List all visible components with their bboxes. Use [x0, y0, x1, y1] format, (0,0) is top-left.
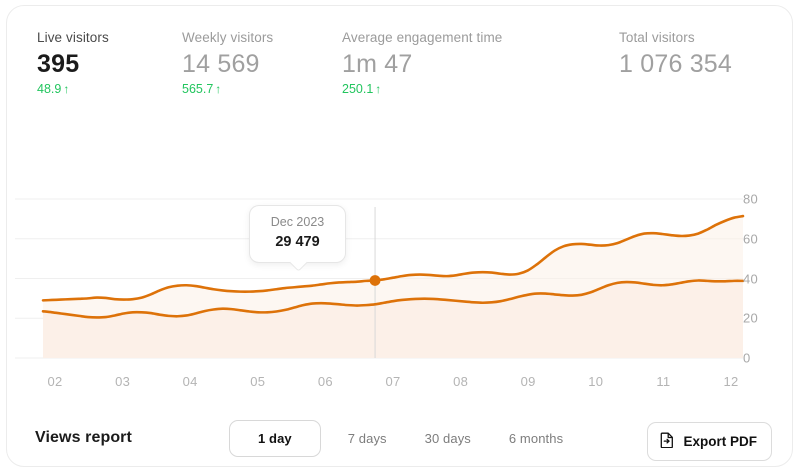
x-tick-label: 05 — [250, 374, 266, 389]
kpi-value: 1m 47 — [342, 50, 413, 78]
x-axis: 02 03 04 05 06 07 08 09 10 11 12 — [7, 374, 792, 394]
highlight-marker[interactable] — [369, 275, 381, 286]
y-tick-label: 80 — [743, 191, 759, 207]
x-tick-label: 09 — [520, 374, 536, 389]
chart-canvas — [15, 198, 745, 359]
views-area-chart[interactable] — [7, 181, 792, 366]
y-tick-label: 40 — [743, 271, 759, 286]
x-tick-label: 12 — [723, 374, 739, 389]
area-fill-lower — [43, 280, 743, 358]
range-button-7-days[interactable]: 7 days — [329, 420, 406, 457]
range-button-1-day[interactable]: 1 day — [229, 420, 321, 457]
kpi-live-visitors: Live visitors 395 48.9 ↑ — [37, 30, 109, 97]
kpi-label: Live visitors — [37, 30, 109, 45]
x-tick-label: 06 — [317, 374, 333, 389]
kpi-weekly-visitors: Weekly visitors 14 569 565.7 ↑ — [182, 30, 273, 97]
y-axis: 80 60 40 20 0 — [743, 181, 792, 371]
arrow-up-icon: ↑ — [63, 82, 70, 96]
x-tick-label: 02 — [47, 374, 63, 389]
file-export-icon — [660, 432, 675, 451]
time-range-group: 1 day 7 days 30 days 6 months — [229, 420, 582, 457]
kpi-row: Live visitors 395 48.9 ↑ Weekly visitors … — [7, 6, 792, 101]
y-tick-label: 0 — [743, 350, 751, 366]
kpi-total-visitors: Total visitors 1 076 354 — [619, 30, 732, 79]
export-pdf-label: Export PDF — [683, 434, 757, 449]
series-line-lower — [41, 279, 745, 319]
arrow-up-icon: ↑ — [375, 82, 382, 96]
export-pdf-button[interactable]: Export PDF — [647, 422, 772, 461]
chart-footer: Views report 1 day 7 days 30 days 6 mont… — [7, 414, 792, 466]
analytics-card-surface: Live visitors 395 48.9 ↑ Weekly visitors … — [6, 5, 793, 467]
y-tick-label: 20 — [743, 310, 759, 326]
kpi-delta-value: 250.1 — [342, 82, 374, 96]
x-tick-label: 11 — [656, 374, 671, 389]
chart-tooltip: Dec 2023 29 479 — [249, 205, 346, 272]
kpi-delta: 48.9 ↑ — [37, 82, 109, 97]
kpi-label: Total visitors — [619, 30, 695, 45]
x-tick-label: 10 — [588, 374, 604, 389]
x-tick-label: 04 — [182, 374, 198, 389]
x-tick-label: 08 — [453, 374, 469, 389]
kpi-average-engagement-time: Average engagement time 1m 47 250.1 ↑ — [342, 30, 502, 97]
x-tick-label: 03 — [115, 374, 131, 389]
kpi-delta: 250.1 ↑ — [342, 82, 502, 97]
kpi-label: Weekly visitors — [182, 30, 274, 45]
kpi-value: 395 — [37, 50, 80, 78]
arrow-up-icon: ↑ — [215, 82, 222, 96]
kpi-value: 1 076 354 — [619, 50, 733, 78]
tooltip-date: Dec 2023 — [270, 215, 325, 229]
series-line-upper — [41, 214, 745, 302]
y-tick-label: 60 — [743, 231, 759, 247]
kpi-delta-value: 565.7 — [182, 82, 214, 96]
kpi-label: Average engagement time — [342, 30, 503, 45]
range-button-6-months[interactable]: 6 months — [490, 420, 582, 457]
tooltip-value: 29 479 — [275, 234, 320, 250]
x-tick-label: 07 — [385, 374, 401, 389]
range-button-30-days[interactable]: 30 days — [406, 420, 490, 457]
kpi-value: 14 569 — [182, 50, 260, 78]
page-title: Views report — [35, 429, 132, 446]
kpi-delta: 565.7 ↑ — [182, 82, 273, 97]
kpi-delta-value: 48.9 — [37, 82, 62, 96]
